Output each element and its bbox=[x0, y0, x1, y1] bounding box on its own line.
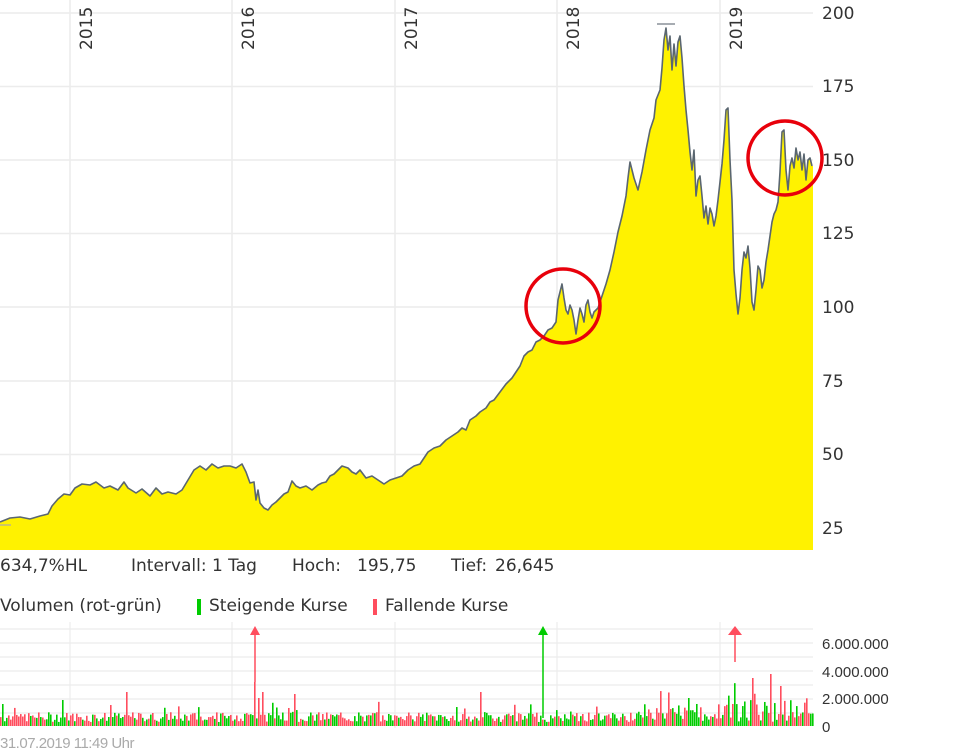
svg-text:100: 100 bbox=[822, 298, 854, 318]
y-axis-labels: 200 175 150 125 100 75 50 25 bbox=[822, 4, 854, 539]
falling-legend-label: Fallende Kurse bbox=[385, 596, 509, 616]
rising-legend-label: Steigende Kurse bbox=[209, 596, 348, 616]
falling-swatch-icon bbox=[373, 599, 377, 615]
svg-text:175: 175 bbox=[822, 77, 854, 97]
volume-y-axis-labels: 6.000.000 4.000.000 2.000.000 0 bbox=[822, 636, 889, 734]
x-axis-labels: 2015 2016 2017 2018 2019 bbox=[77, 7, 747, 50]
svg-text:2.000.000: 2.000.000 bbox=[822, 691, 889, 708]
volume-legend-title: Volumen (rot-grün) bbox=[0, 596, 162, 616]
high-label: Hoch: bbox=[292, 556, 342, 576]
volume-overflow-arrows bbox=[250, 626, 742, 718]
svg-text:75: 75 bbox=[822, 372, 844, 392]
svg-text:2019: 2019 bbox=[727, 7, 747, 50]
interval-label[interactable]: Intervall: 1 Tag bbox=[131, 556, 257, 576]
svg-text:2016: 2016 bbox=[239, 7, 259, 50]
volume-bars bbox=[0, 674, 814, 726]
highlight-circle-2019 bbox=[746, 119, 824, 197]
overflow-arrow-icon bbox=[250, 626, 260, 635]
svg-text:0: 0 bbox=[822, 719, 830, 734]
svg-text:4.000.000: 4.000.000 bbox=[822, 664, 889, 681]
svg-text:150: 150 bbox=[822, 151, 854, 171]
rising-swatch-icon bbox=[197, 599, 201, 615]
svg-text:6.000.000: 6.000.000 bbox=[822, 636, 889, 653]
svg-text:50: 50 bbox=[822, 445, 844, 465]
svg-text:2015: 2015 bbox=[77, 7, 97, 50]
high-value: 195,75 bbox=[357, 556, 417, 576]
overflow-arrow-icon bbox=[538, 626, 548, 635]
svg-text:2017: 2017 bbox=[402, 7, 422, 50]
svg-text:200: 200 bbox=[822, 4, 854, 24]
low-label: Tief: bbox=[451, 556, 488, 576]
svg-text:25: 25 bbox=[822, 519, 844, 539]
highlight-circle-2018 bbox=[524, 267, 602, 345]
timestamp: 31.07.2019 11:49 Uhr bbox=[0, 735, 135, 752]
volume-chart: 6.000.000 4.000.000 2.000.000 0 bbox=[0, 622, 889, 734]
price-chart: 2015 2016 2017 2018 2019 200 175 150 125… bbox=[0, 0, 854, 550]
volume-grid bbox=[0, 622, 813, 728]
low-value: 26,645 bbox=[495, 556, 555, 576]
svg-text:2018: 2018 bbox=[564, 7, 584, 50]
price-area bbox=[0, 28, 813, 550]
overflow-arrow-icon bbox=[728, 626, 742, 635]
price-line bbox=[0, 27, 813, 523]
svg-text:125: 125 bbox=[822, 224, 854, 244]
performance-value: 634,7%HL bbox=[0, 556, 88, 576]
